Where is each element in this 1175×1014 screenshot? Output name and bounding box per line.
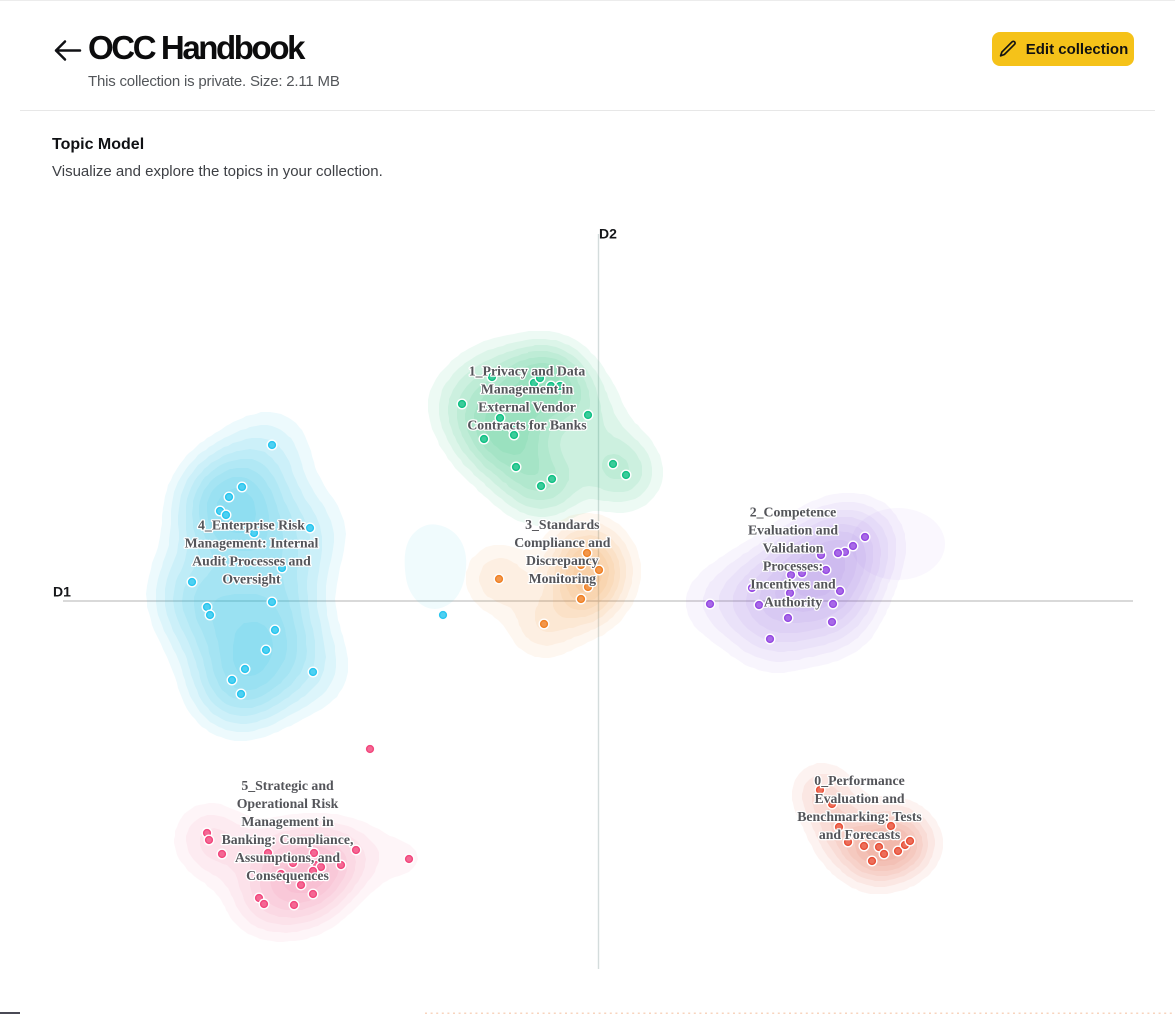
svg-text:D2: D2 (599, 226, 617, 242)
svg-text:D1: D1 (53, 584, 71, 600)
